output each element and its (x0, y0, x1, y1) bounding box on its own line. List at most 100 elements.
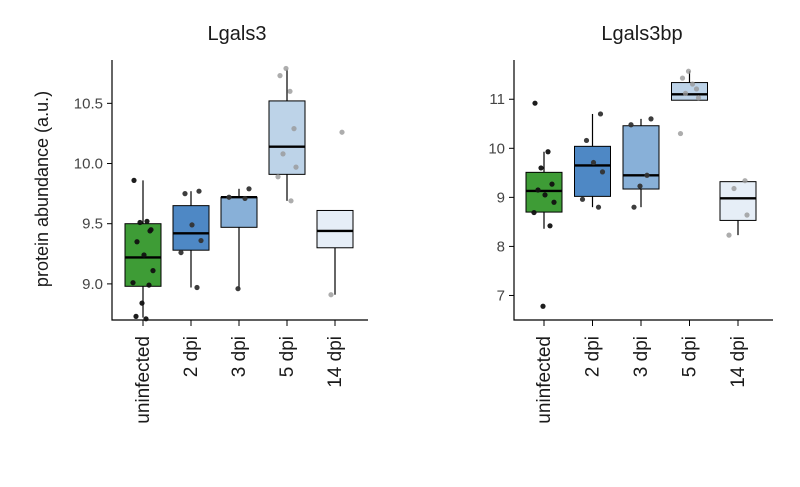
data-point (695, 95, 702, 101)
data-point (631, 204, 637, 210)
data-point (144, 218, 150, 224)
data-point (196, 188, 202, 194)
x-tick-label: 14 dpi (728, 336, 749, 388)
data-point (679, 75, 686, 81)
x-tick-label: 5 dpi (277, 336, 298, 377)
data-point (590, 159, 597, 166)
box (220, 196, 258, 228)
data-point (599, 169, 606, 175)
data-point (137, 219, 143, 226)
data-point (648, 116, 654, 122)
data-point (545, 149, 551, 155)
x-tick-label: 2 dpi (181, 336, 202, 377)
data-point (538, 165, 544, 171)
data-point (277, 73, 283, 79)
y-tick-label: 9.5 (82, 216, 103, 233)
chart-title-lgals3: Lgals3 (208, 23, 267, 45)
data-point (628, 122, 634, 128)
data-point (549, 181, 555, 187)
box (622, 125, 660, 190)
x-tick-label: 3 dpi (631, 336, 652, 377)
x-tick-label: uninfected (534, 336, 555, 424)
data-point (682, 90, 689, 96)
data-point (287, 88, 293, 94)
data-point (637, 183, 643, 189)
y-tick-label: 10.0 (74, 156, 103, 173)
x-tick-label: 14 dpi (325, 336, 346, 388)
box (316, 209, 354, 249)
panel-lgals3bp: Lgals3bp 7 8 9 10 11 uninfected 2 dpi 3 dpi 5 dp… (488, 23, 773, 424)
data-point (535, 187, 541, 193)
data-point (744, 212, 750, 218)
data-point (291, 126, 297, 132)
data-point (531, 209, 537, 216)
data-point (551, 199, 557, 205)
data-point (198, 237, 204, 244)
data-point (242, 195, 248, 202)
data-point (146, 282, 152, 288)
data-point (150, 268, 156, 274)
box (268, 100, 306, 175)
data-point (139, 300, 145, 306)
data-point (328, 292, 334, 298)
data-point (283, 65, 289, 72)
y-tick-label: 7 (497, 287, 505, 304)
data-point (246, 186, 252, 192)
y-axis-label: protein abundance (a.u.) (32, 91, 52, 287)
data-point (677, 130, 684, 137)
box (719, 181, 757, 221)
data-point (339, 129, 345, 135)
data-point (731, 185, 737, 192)
data-point (693, 86, 700, 92)
data-point (597, 111, 604, 117)
data-point (182, 191, 188, 197)
data-point (130, 280, 136, 286)
box (671, 82, 708, 101)
axis-lines-lgals3 (111, 60, 368, 321)
data-point (644, 172, 650, 178)
x-tick-label: uninfected (133, 336, 154, 424)
data-point (133, 313, 139, 319)
data-point (579, 196, 586, 202)
x-tick-label: 2 dpi (583, 336, 604, 377)
data-point (689, 81, 696, 87)
x-tick-label: 3 dpi (229, 336, 250, 377)
data-point (595, 204, 602, 210)
data-point (685, 68, 692, 74)
y-tick-label: 10.5 (74, 95, 103, 112)
box (525, 171, 563, 213)
data-point (583, 137, 590, 144)
data-point (726, 232, 732, 238)
data-point (540, 303, 546, 309)
data-point (194, 284, 200, 291)
data-point (280, 151, 286, 157)
data-point (178, 249, 184, 256)
data-point (147, 228, 153, 234)
data-point (143, 316, 149, 322)
y-tick-label: 9.0 (82, 276, 103, 293)
y-tick-label: 11 (489, 91, 505, 108)
data-point (134, 239, 140, 245)
data-point (275, 174, 281, 180)
y-tick-label: 8 (497, 238, 505, 255)
data-point (141, 252, 147, 258)
data-point (547, 223, 553, 229)
box (172, 205, 210, 251)
data-point (131, 177, 137, 183)
data-point (532, 100, 538, 106)
data-point (742, 178, 748, 184)
x-tick-label: 5 dpi (680, 336, 701, 377)
box (574, 145, 611, 197)
data-point (542, 192, 548, 198)
y-tick-label: 10 (488, 140, 505, 157)
data-point (189, 222, 195, 228)
data-point (226, 194, 232, 200)
panel-lgals3: Lgals3 9.0 9.5 10.0 10.5 uninfected 2 dpi 3 dp… (74, 23, 368, 424)
data-point (288, 198, 294, 204)
data-point (293, 164, 299, 170)
chart-title-lgals3bp: Lgals3bp (601, 23, 682, 45)
y-tick-label: 9 (497, 189, 505, 206)
data-point (235, 286, 241, 292)
axis-lines-lgals3bp (513, 60, 773, 321)
